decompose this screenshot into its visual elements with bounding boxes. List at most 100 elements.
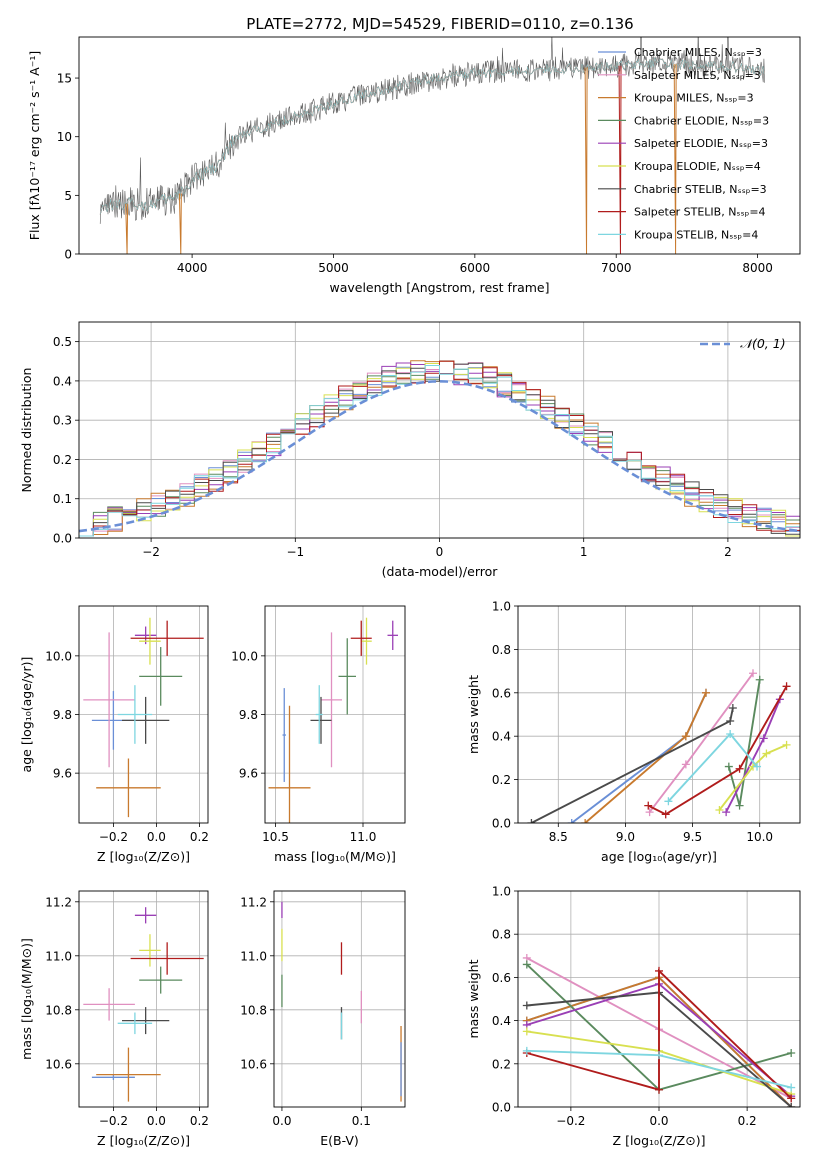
x-tick-label: 10.5 [262, 830, 289, 844]
x-tick-label: 5000 [318, 261, 349, 275]
axes-frame [273, 890, 406, 1108]
errorbar-point [96, 758, 161, 818]
weight-point-marker [787, 1083, 796, 1092]
x-tick-label: 0 [436, 545, 444, 559]
errorbar-point [387, 620, 398, 650]
y-tick-label: 10.0 [231, 649, 258, 663]
weight-point-marker [644, 801, 653, 810]
weight-point-marker [755, 675, 764, 684]
figure-title: PLATE=2772, MJD=54529, FIBERID=0110, z=0… [246, 15, 633, 33]
y-tick-label: 0.2 [492, 1057, 511, 1071]
weight-point-marker [655, 966, 663, 975]
weight-point-marker [753, 762, 762, 771]
x-axis-label: age [log₁₀(age/yr)] [601, 849, 717, 864]
panel-weight-vs-Z: −0.2 0.0 0.2 0.0 0.2 0.4 0.6 0.8 1.0 Z [log₁₀(Z/Z… [466, 885, 801, 1148]
x-axis-label: mass [log₁₀(M/M⊙)] [274, 849, 396, 864]
x-tick-label: −1 [286, 545, 304, 559]
weight-point-marker [522, 1027, 531, 1036]
x-tick-label: 0.2 [738, 1114, 757, 1128]
y-tick-label: 5 [64, 189, 72, 203]
weight-point-marker [522, 960, 531, 969]
weight-point-marker [522, 1001, 531, 1010]
errorbar-point [83, 988, 135, 1021]
plot-area-spectrum [99, 37, 765, 254]
panel-age-vs-Z: −0.2 0.0 0.2 9.6 9.8 10.0 Z [log₁₀(Z/Z⊙)] age [… [19, 605, 209, 864]
errorbar-point [321, 632, 342, 768]
errorbar-point [96, 1047, 161, 1102]
weight-series-line [647, 685, 788, 816]
weight-series-line [718, 744, 787, 811]
weight-point-marker [681, 760, 690, 769]
x-tick-label: −0.2 [556, 1114, 585, 1128]
x-tick-label: 8.5 [549, 830, 568, 844]
errorbar-point [139, 617, 161, 665]
plot-area-mass-vs-EBV [281, 901, 402, 1102]
y-tick-label: 0.4 [53, 374, 72, 388]
x-tick-label: 0.2 [190, 830, 209, 844]
x-tick-label: 0.2 [190, 1114, 209, 1128]
grid-residuals [79, 322, 800, 539]
legend-label: Salpeter STELIB, Nₛₛₚ=4 [634, 206, 766, 219]
weight-point-marker [787, 1103, 796, 1107]
y-tick-label: 11.2 [240, 895, 267, 909]
ticks-mass-vs-Z: −0.2 0.0 0.2 10.6 10.8 11.0 11.2 [45, 895, 209, 1128]
x-tick-label: 10.0 [746, 830, 773, 844]
y-tick-label: 0.8 [492, 928, 511, 942]
axes-frame [517, 890, 801, 1108]
legend-label: Kroupa ELODIE, Nₛₛₚ=4 [634, 160, 761, 173]
weight-point-marker [702, 688, 710, 697]
errorbar-point [91, 1074, 135, 1080]
weight-point-marker [762, 749, 771, 758]
ticks-age-vs-Z: −0.2 0.0 0.2 9.6 9.8 10.0 [45, 649, 209, 844]
weight-point-marker [715, 805, 724, 814]
x-tick-label: 6000 [460, 261, 491, 275]
legend-label: Chabrier STELIB, Nₛₛₚ=3 [634, 183, 767, 196]
axes-frame [78, 36, 801, 255]
weight-point-marker [522, 1046, 531, 1055]
axes-frame [264, 605, 406, 824]
y-tick-label: 0.3 [53, 414, 72, 428]
ticks-weight-vs-Z: −0.2 0.0 0.2 0.0 0.2 0.4 0.6 0.8 1.0 [492, 885, 757, 1129]
y-tick-label: 0.4 [492, 1014, 511, 1028]
residuals-legend: 𝒩(0, 1) [700, 336, 786, 351]
axes-frame [78, 890, 209, 1108]
x-tick-label: 0.0 [147, 1114, 166, 1128]
y-tick-label: 10.6 [240, 1057, 267, 1071]
weight-series-line [584, 692, 707, 823]
y-tick-label: 0 [64, 248, 72, 262]
grid-mass-vs-EBV [274, 891, 405, 1107]
weight-series-line [571, 692, 707, 823]
x-tick-label: 8000 [742, 261, 773, 275]
errorbar-point [117, 1012, 153, 1035]
weight-series-line [667, 732, 758, 802]
errorbar-point [139, 966, 183, 994]
weight-point-marker [728, 703, 737, 712]
x-tick-label: 1 [580, 545, 588, 559]
weight-point-marker [726, 717, 735, 726]
y-axis-label: mass [log₁₀(M/M⊙)] [19, 938, 34, 1060]
weight-point-marker [664, 797, 673, 806]
errorbar-point [139, 647, 183, 706]
x-tick-label: −2 [142, 545, 160, 559]
grid-mass-vs-Z [79, 891, 208, 1107]
y-tick-label: 0.2 [492, 773, 511, 787]
errorbar-point [315, 685, 323, 744]
weight-point-marker [661, 810, 670, 819]
weight-point-marker [581, 819, 590, 823]
spectrum-mask-drop [178, 193, 182, 254]
x-tick-label: 0.1 [352, 1114, 371, 1128]
legend-label: Salpeter ELODIE, Nₛₛₚ=3 [634, 137, 768, 150]
axes-frame [517, 605, 801, 824]
spectrum-mask-drop [618, 65, 622, 254]
weight-point-marker [782, 682, 791, 691]
x-axis-label: Z [log₁₀(Z/Z⊙)] [97, 849, 190, 864]
weight-point-marker [655, 1051, 663, 1060]
x-tick-label: 11.0 [350, 830, 377, 844]
legend-label: Chabrier ELODIE, Nₛₛₚ=3 [634, 114, 769, 127]
y-tick-label: 10 [57, 130, 72, 144]
y-axis-label: Normed distribution [19, 368, 34, 493]
errorbar-point [134, 907, 157, 924]
weight-point-marker [567, 819, 576, 823]
y-tick-label: 10.8 [45, 1003, 72, 1017]
y-tick-label: 15 [57, 72, 72, 86]
